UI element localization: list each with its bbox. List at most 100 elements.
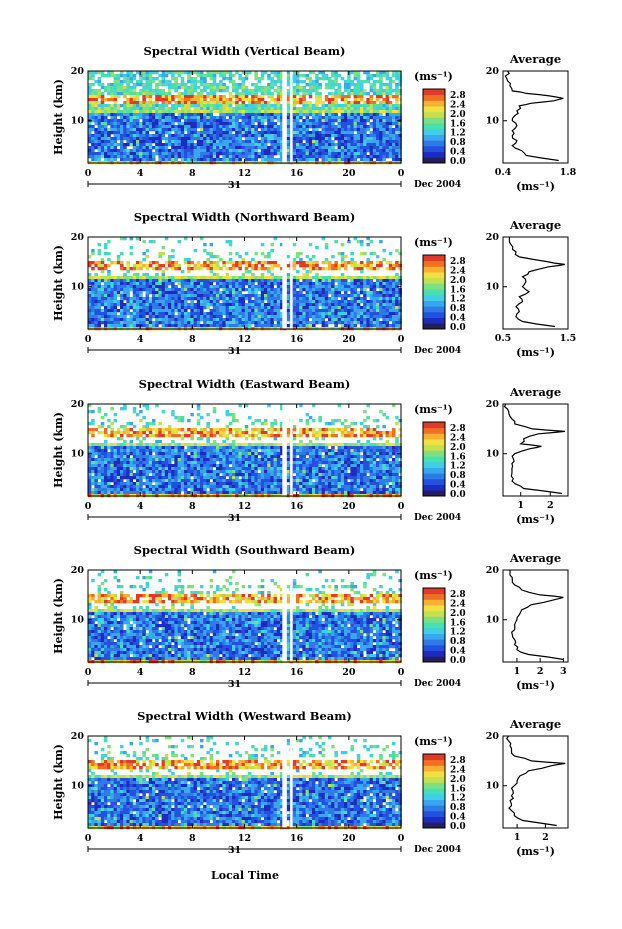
x-tick-label: 16 <box>290 833 304 844</box>
data-gap <box>282 71 287 163</box>
colorbar-swatch <box>423 816 445 823</box>
colorbar-tick-label: 0.8 <box>450 304 466 314</box>
colorbar-tick-label: 2.4 <box>450 266 466 276</box>
colorbar-tick-label: 0.4 <box>450 314 466 324</box>
y-tick-label: 10 <box>71 449 85 460</box>
colorbar-swatch <box>423 427 445 434</box>
x-tick-label: 8 <box>189 667 196 678</box>
x-tick-label: 12 <box>238 168 251 179</box>
x-tick-label: 4 <box>137 501 144 512</box>
x-tick-label: 12 <box>238 833 251 844</box>
colorbar-tick-label: 2.8 <box>450 91 466 101</box>
colorbar-swatch <box>423 294 445 301</box>
colorbar-unit: (ms⁻¹) <box>414 70 453 83</box>
colorbar-tick-label: 1.2 <box>450 794 466 804</box>
data-gap <box>282 570 287 662</box>
colorbar-swatch <box>423 484 445 491</box>
average-x-tick-label: 0.4 <box>495 167 512 178</box>
colorbar-swatch <box>423 422 445 429</box>
colorbar-tick-label: 0.8 <box>450 471 466 481</box>
x-tick-label: 4 <box>137 667 144 678</box>
average-frame <box>502 569 569 663</box>
colorbar-swatch <box>423 439 445 446</box>
colorbar-unit: (ms⁻¹) <box>414 403 453 416</box>
date-label: Dec 2004 <box>414 513 461 523</box>
average-x-tick-label: 1.5 <box>560 333 577 344</box>
y-tick-label: 20 <box>71 399 85 410</box>
panel-5: Spectral Width (Westward Beam)0 4 8 12 16 20 0… <box>52 709 569 858</box>
colorbar-tick-label: 2.8 <box>450 590 466 600</box>
y-axis-label: Height (km) <box>52 412 65 488</box>
colorbar-swatch <box>423 782 445 789</box>
colorbar-unit: (ms⁻¹) <box>414 236 453 249</box>
average-x-tick-label: 1.8 <box>560 167 577 178</box>
colorbar-tick-label: 2.0 <box>450 110 466 120</box>
average-y-tick-label: 20 <box>486 66 500 77</box>
colorbar-tick-label: 2.4 <box>450 765 466 775</box>
x-tick-label: 8 <box>189 833 196 844</box>
colorbar-tick-label: 0.4 <box>450 148 466 158</box>
x-tick-label: 0 <box>398 168 405 179</box>
date-label: Dec 2004 <box>414 845 461 855</box>
x-tick-label: 4 <box>137 334 144 345</box>
day-label: 31 <box>228 180 241 191</box>
colorbar-swatch <box>423 610 445 617</box>
x-tick-label: 0 <box>85 667 92 678</box>
average-y-tick-label: 20 <box>486 731 500 742</box>
x-tick-label: 16 <box>290 168 304 179</box>
x-axis-label: Local Time <box>211 869 279 882</box>
colorbar-swatch <box>423 805 445 812</box>
colorbar-tick-label: 0.4 <box>450 813 466 823</box>
colorbar-tick-label: 2.8 <box>450 424 466 434</box>
x-tick-label: 20 <box>342 501 356 512</box>
panel-title: Spectral Width (Southward Beam) <box>134 543 356 557</box>
average-unit: (ms⁻¹) <box>516 346 555 359</box>
colorbar-frame <box>422 587 446 663</box>
y-tick-label: 20 <box>71 731 85 742</box>
colorbar-unit: (ms⁻¹) <box>414 569 453 582</box>
colorbar-tick-label: 2.0 <box>450 775 466 785</box>
colorbar-tick-label: 0.0 <box>450 157 466 167</box>
average-profile-line <box>503 403 566 495</box>
y-tick-label: 20 <box>71 66 85 77</box>
colorbar-swatch <box>423 306 445 313</box>
date-label: Dec 2004 <box>414 679 461 689</box>
colorbar-swatch <box>423 461 445 468</box>
colorbar-swatch <box>423 605 445 612</box>
colorbar-tick-label: 0.4 <box>450 647 466 657</box>
colorbar-swatch <box>423 593 445 600</box>
colorbar-swatch <box>423 106 445 113</box>
average-y-tick-label: 20 <box>486 399 500 410</box>
colorbar-swatch <box>423 633 445 640</box>
colorbar-frame <box>422 254 446 330</box>
colorbar-swatch <box>423 300 445 307</box>
colorbar-tick-label: 1.6 <box>450 618 466 628</box>
x-tick-label: 4 <box>137 168 144 179</box>
average-frame <box>502 735 569 829</box>
y-tick-label: 10 <box>71 781 85 792</box>
panel-title: Spectral Width (Northward Beam) <box>134 210 356 224</box>
colorbar-swatch <box>423 444 445 451</box>
colorbar-swatch <box>423 771 445 778</box>
average-title: Average <box>509 52 561 66</box>
panel-title: Spectral Width (Westward Beam) <box>137 709 352 723</box>
average-y-tick-label: 10 <box>486 781 500 792</box>
x-tick-label: 8 <box>189 501 196 512</box>
colorbar-swatch <box>423 622 445 629</box>
colorbar-tick-label: 2.0 <box>450 276 466 286</box>
x-tick-label: 12 <box>238 667 251 678</box>
panel-2: Spectral Width (Northward Beam) 0 4 8 12 16 20… <box>52 210 576 359</box>
colorbar-swatch <box>423 754 445 761</box>
average-title: Average <box>509 551 561 565</box>
colorbar-swatch <box>423 272 445 279</box>
colorbar-swatch <box>423 128 445 135</box>
average-x-tick-label: 2 <box>547 500 554 511</box>
colorbar-swatch <box>423 317 445 324</box>
y-tick-label: 10 <box>71 116 85 127</box>
colorbar-tick-label: 1.2 <box>450 295 466 305</box>
data-gap <box>282 404 287 496</box>
colorbar-swatch <box>423 588 445 595</box>
average-y-tick-label: 10 <box>486 615 500 626</box>
colorbar-tick-label: 1.2 <box>450 628 466 638</box>
colorbar-tick-label: 1.6 <box>450 784 466 794</box>
